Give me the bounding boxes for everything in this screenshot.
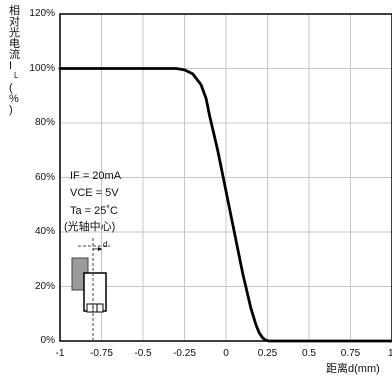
y-axis-label-char-0: 相 bbox=[9, 5, 20, 17]
x-tick-label-2: -0.5 bbox=[134, 348, 152, 359]
y-axis-label-char-2: 光 bbox=[9, 27, 20, 39]
x-tick-label-1: -0.75 bbox=[90, 348, 113, 359]
y-tick-label-3: 60% bbox=[34, 171, 55, 183]
annotation-current: IF = 20mA bbox=[70, 170, 122, 182]
annotation-axis-center: (光轴中心) bbox=[64, 221, 116, 233]
x-tick-label-3: -0.25 bbox=[173, 348, 196, 359]
x-tick-label-8: 1 bbox=[388, 348, 392, 359]
x-tick-label-7: 0.75 bbox=[340, 348, 361, 359]
y-axis-label-char-7: ( bbox=[9, 82, 13, 94]
annotation-voltage: VCE = 5V bbox=[70, 187, 119, 199]
distance-arrowhead bbox=[98, 247, 102, 251]
plot-frame bbox=[59, 13, 392, 342]
series-line-0 bbox=[58, 67, 392, 343]
x-tick-label-0: -1 bbox=[55, 348, 65, 359]
y-tick-label-1: 20% bbox=[34, 280, 55, 292]
y-axis-label-char-4: 流 bbox=[9, 49, 20, 61]
y-tick-label-4: 80% bbox=[34, 117, 55, 128]
annotation-d: d bbox=[103, 240, 108, 249]
y-tick-label-2: 40% bbox=[34, 226, 55, 237]
y-axis-label-char-6: L bbox=[14, 71, 19, 80]
y-axis-label-char-3: 电 bbox=[9, 38, 20, 50]
x-tick-label-5: 0.25 bbox=[257, 348, 278, 359]
y-tick-label-0: 0% bbox=[40, 335, 55, 346]
y-axis-label-char-1: 对 bbox=[9, 16, 20, 28]
x-tick-label-6: 0.5 bbox=[302, 348, 316, 359]
y-axis-label-char-9: ) bbox=[9, 104, 13, 116]
x-tick-label-4: 0 bbox=[223, 348, 229, 359]
detector-window bbox=[86, 303, 104, 313]
y-tick-label-6: 120% bbox=[29, 8, 55, 19]
sensor-diagram bbox=[71, 238, 110, 340]
x-axis-label: 距离d(mm) bbox=[326, 363, 380, 375]
annotation-temperature: Ta = 25˚C bbox=[70, 205, 118, 217]
grid-lines bbox=[59, 13, 392, 342]
y-tick-label-5: 100% bbox=[29, 62, 55, 74]
y-axis-label-char-8: % bbox=[9, 93, 19, 105]
y-axis-label-char-5: I bbox=[9, 60, 13, 72]
series-group bbox=[58, 67, 392, 343]
